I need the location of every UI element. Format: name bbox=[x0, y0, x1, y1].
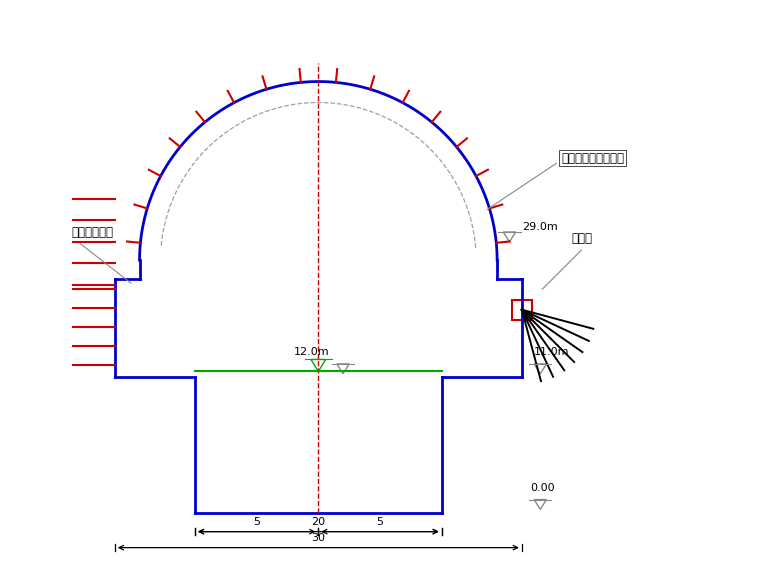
Text: 吊车梁: 吊车梁 bbox=[571, 232, 592, 245]
Text: 边墙锚喷支护: 边墙锚喷支护 bbox=[71, 226, 114, 239]
Text: 0.00: 0.00 bbox=[530, 483, 555, 493]
Text: 29.0m: 29.0m bbox=[522, 222, 558, 231]
Text: 11.0m: 11.0m bbox=[534, 347, 570, 357]
Text: 20: 20 bbox=[312, 516, 325, 527]
Text: 拱部钢筋混凝土衬砌: 拱部钢筋混凝土衬砌 bbox=[562, 152, 624, 165]
Text: 30: 30 bbox=[312, 533, 325, 543]
Text: 5: 5 bbox=[253, 516, 260, 527]
Text: 12.0m: 12.0m bbox=[293, 347, 329, 357]
Text: 5: 5 bbox=[376, 516, 384, 527]
